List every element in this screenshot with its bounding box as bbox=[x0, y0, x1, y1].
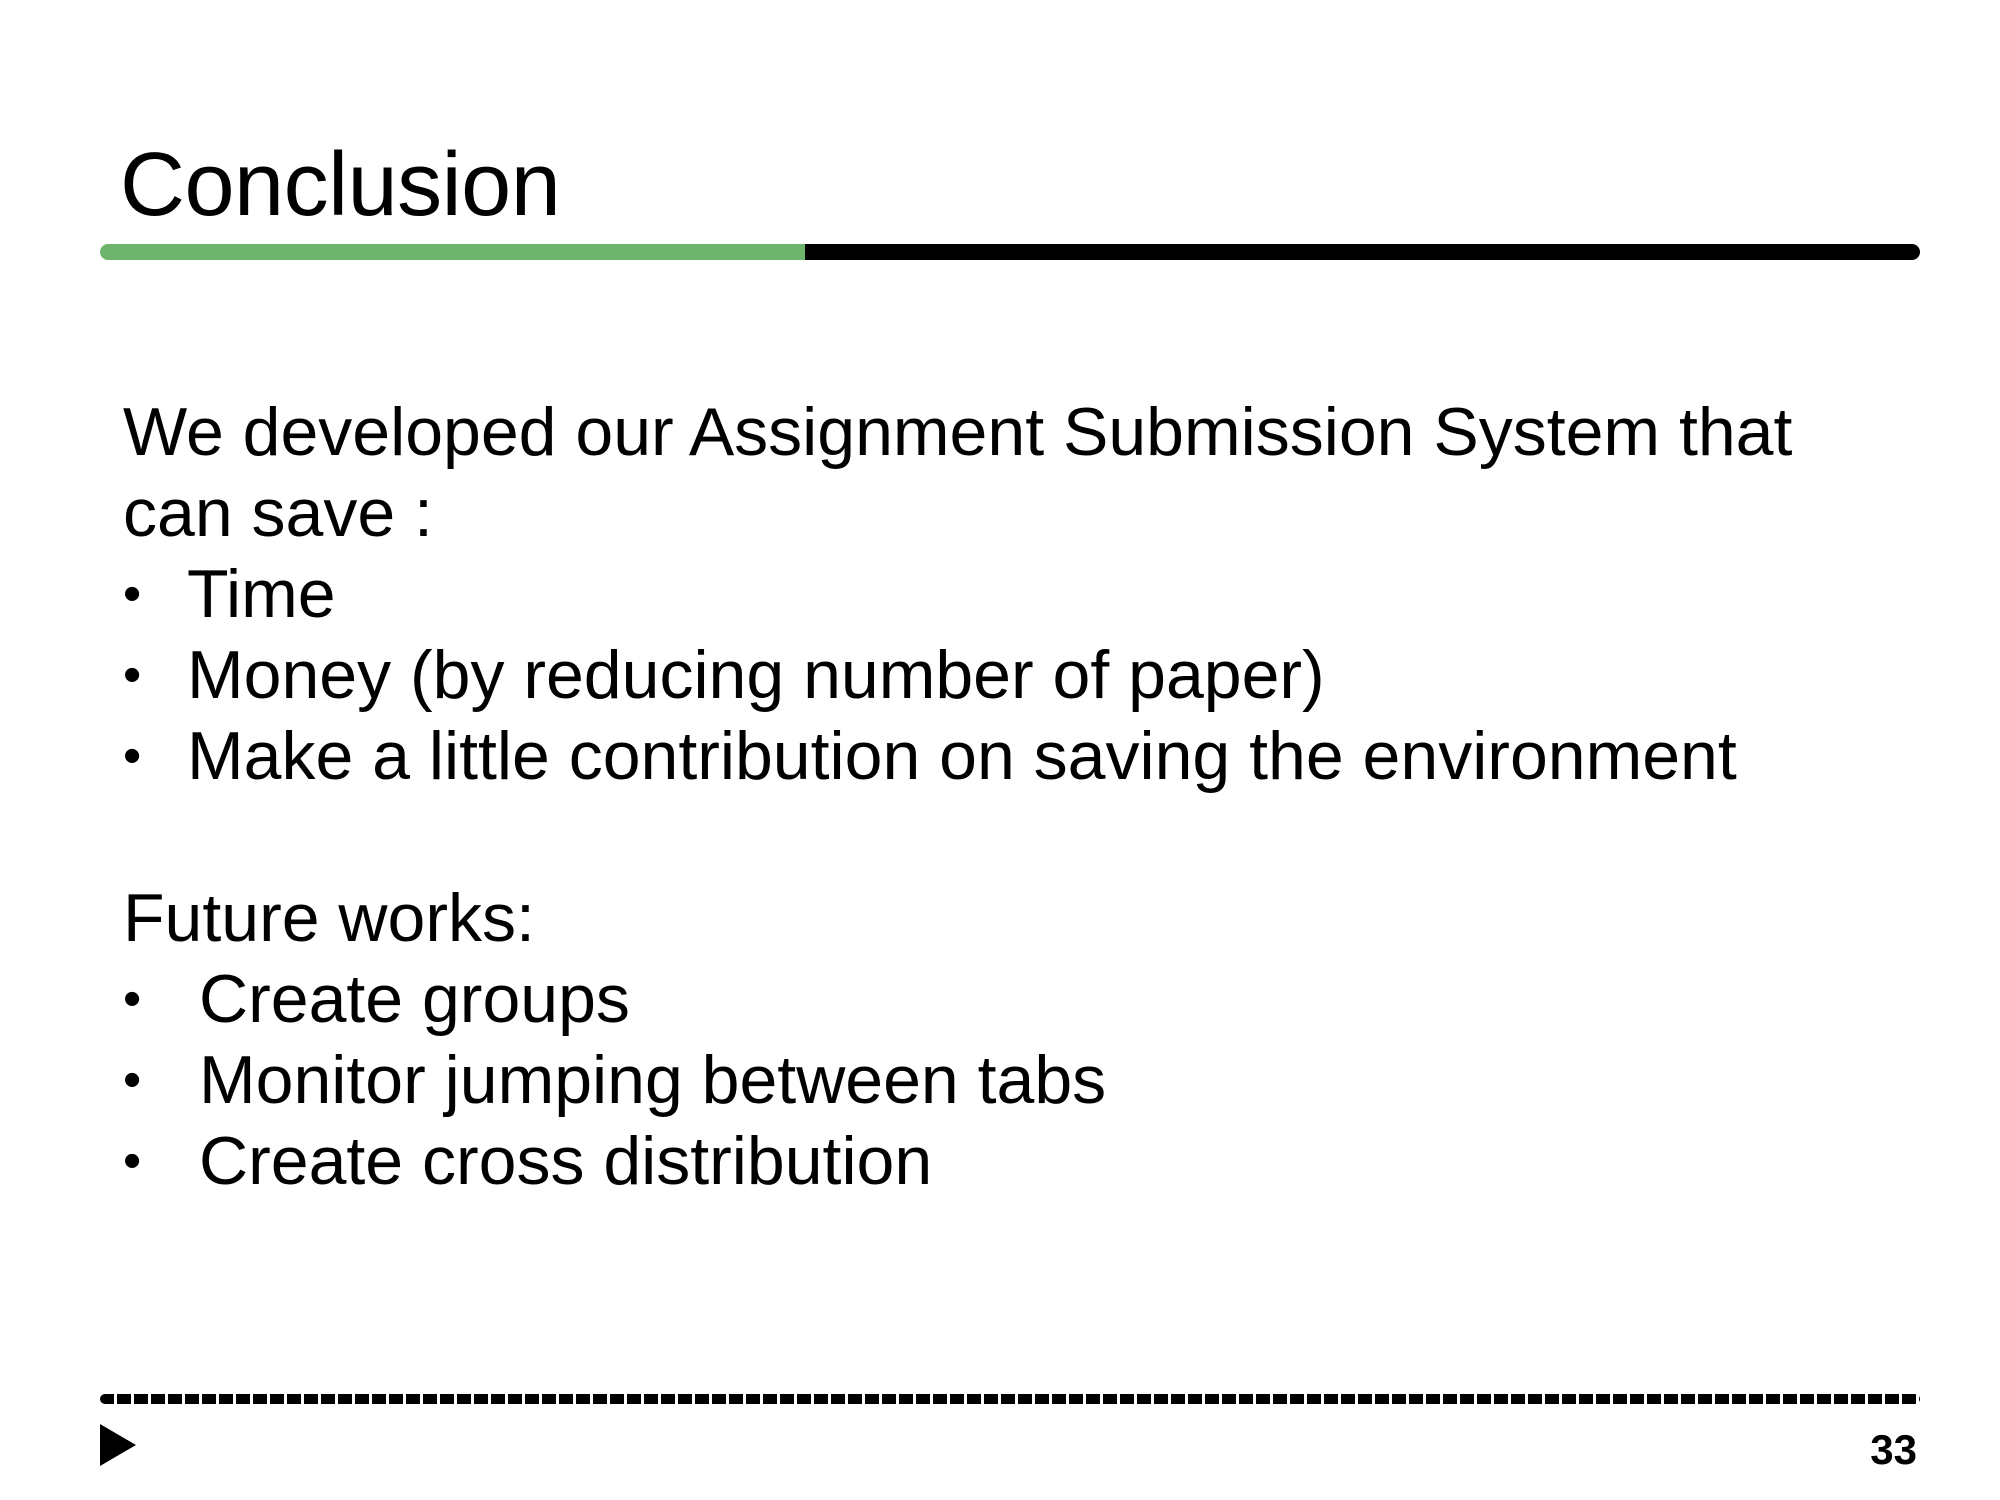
bullet-dot-icon: • bbox=[123, 1132, 142, 1190]
benefits-list: • Time • Money (by reducing number of pa… bbox=[123, 554, 1903, 797]
list-item: • Money (by reducing number of paper) bbox=[123, 635, 1903, 716]
benefit-text: Time bbox=[187, 556, 336, 632]
bullet-dot-icon: • bbox=[123, 727, 142, 785]
list-item: • Create cross distribution bbox=[123, 1121, 1903, 1202]
future-works-label: Future works: bbox=[123, 880, 535, 956]
future-item-text: Create cross distribution bbox=[199, 1123, 933, 1199]
future-works-list: • Create groups • Monitor jumping betwee… bbox=[123, 959, 1903, 1202]
list-item: • Create groups bbox=[123, 959, 1903, 1040]
slide-title: Conclusion bbox=[120, 135, 561, 235]
title-underline-dark bbox=[805, 244, 1920, 260]
list-item: • Time bbox=[123, 554, 1903, 635]
list-item: • Make a little contribution on saving t… bbox=[123, 716, 1903, 797]
benefit-text: Make a little contribution on saving the… bbox=[187, 718, 1737, 794]
benefit-text: Money (by reducing number of paper) bbox=[187, 637, 1325, 713]
future-item-text: Monitor jumping between tabs bbox=[199, 1042, 1107, 1118]
bullet-dot-icon: • bbox=[123, 970, 142, 1028]
bullet-dot-icon: • bbox=[123, 1051, 142, 1109]
intro-text: We developed our Assignment Submission S… bbox=[123, 394, 1793, 551]
play-triangle-icon[interactable] bbox=[100, 1424, 136, 1466]
title-underline bbox=[100, 244, 1920, 260]
page-number: 33 bbox=[1870, 1426, 1917, 1473]
bullet-dot-icon: • bbox=[123, 646, 142, 704]
future-item-text: Create groups bbox=[199, 961, 630, 1037]
footer-divider bbox=[100, 1394, 1920, 1404]
list-item: • Monitor jumping between tabs bbox=[123, 1040, 1903, 1121]
bullet-dot-icon: • bbox=[123, 565, 142, 623]
spacer bbox=[123, 797, 1903, 878]
slide-body: We developed our Assignment Submission S… bbox=[123, 392, 1903, 1202]
title-underline-accent bbox=[100, 244, 805, 260]
